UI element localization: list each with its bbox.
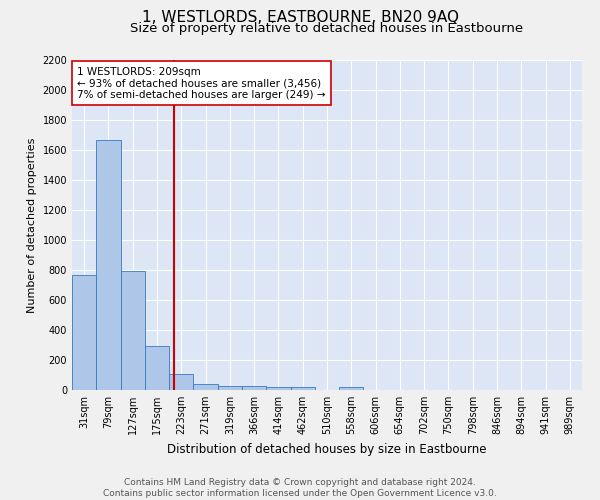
Bar [145, 346, 169, 390]
Bar [169, 374, 193, 390]
Text: 1, WESTLORDS, EASTBOURNE, BN20 9AQ: 1, WESTLORDS, EASTBOURNE, BN20 9AQ [142, 10, 458, 25]
Title: Size of property relative to detached houses in Eastbourne: Size of property relative to detached ho… [130, 22, 524, 35]
Bar [218, 386, 242, 390]
Text: Contains HM Land Registry data © Crown copyright and database right 2024.
Contai: Contains HM Land Registry data © Crown c… [103, 478, 497, 498]
Text: 1 WESTLORDS: 209sqm
← 93% of detached houses are smaller (3,456)
7% of semi-deta: 1 WESTLORDS: 209sqm ← 93% of detached ho… [77, 66, 326, 100]
Bar [121, 271, 145, 390]
Bar [266, 387, 290, 390]
Y-axis label: Number of detached properties: Number of detached properties [27, 138, 37, 312]
Bar [242, 386, 266, 390]
X-axis label: Distribution of detached houses by size in Eastbourne: Distribution of detached houses by size … [167, 442, 487, 456]
Bar [339, 387, 364, 390]
Bar [290, 387, 315, 390]
Bar [96, 140, 121, 390]
Bar [72, 274, 96, 390]
Bar [193, 384, 218, 390]
